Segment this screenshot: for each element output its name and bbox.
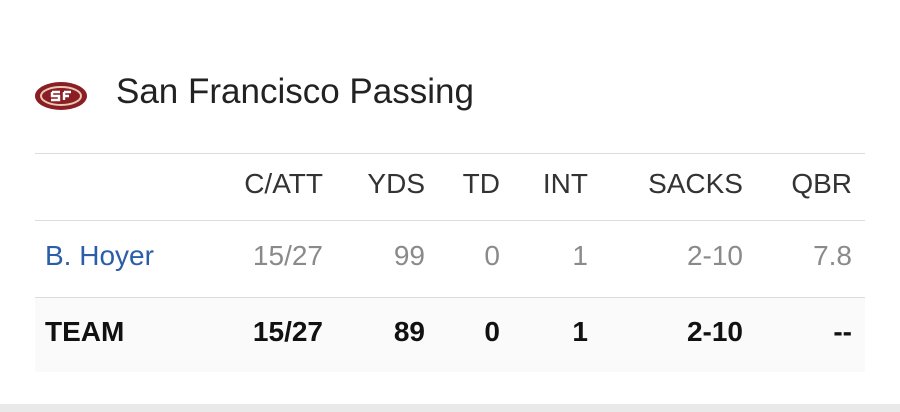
stat-cell: -- [833, 316, 852, 347]
stat-cell: 15/27 [252, 240, 323, 271]
stat-cell: 2-10 [686, 316, 743, 347]
column-header: TD [462, 168, 500, 199]
stat-cell: 15/27 [252, 316, 323, 347]
stat-cell: 89 [393, 316, 425, 347]
divider [35, 220, 865, 221]
stat-cell: 7.8 [813, 240, 852, 271]
column-header: YDS [367, 168, 425, 199]
team-row-bg [35, 298, 865, 372]
stat-cell: 0 [484, 316, 500, 347]
column-header: INT [542, 168, 588, 199]
column-header: QBR [791, 168, 852, 199]
stat-cell: 0 [484, 240, 500, 271]
bottom-bar [0, 404, 900, 412]
stat-cell: 2-10 [686, 240, 743, 271]
team-logo [35, 82, 87, 110]
stat-cell: 99 [393, 240, 425, 271]
stat-cell: 1 [572, 316, 588, 347]
player-name[interactable]: B. Hoyer [45, 240, 154, 271]
divider [35, 297, 865, 298]
column-header: C/ATT [244, 168, 323, 199]
divider [35, 153, 865, 154]
column-header: SACKS [648, 168, 743, 199]
section-title: San Francisco Passing [116, 72, 474, 111]
stat-cell: 1 [572, 240, 588, 271]
player-name: TEAM [45, 316, 125, 347]
